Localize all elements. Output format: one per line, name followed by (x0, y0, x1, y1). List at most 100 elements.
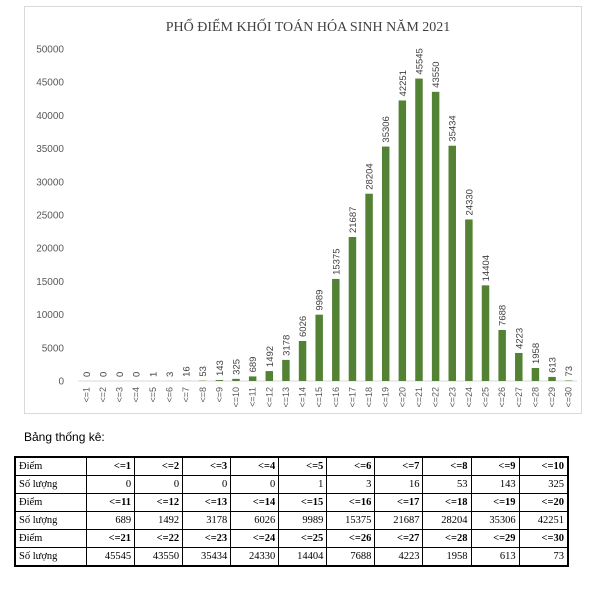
count-cell: 6026 (230, 511, 280, 530)
score-bin-cell: <=10 (518, 456, 569, 476)
x-tick-label: <=3 (115, 387, 125, 403)
data-label: 613 (548, 357, 559, 373)
score-bin-cell: <=26 (326, 529, 376, 548)
x-tick-label: <=1 (81, 387, 91, 403)
x-tick-label: <=19 (381, 387, 391, 408)
data-label: 325 (232, 359, 243, 375)
y-tick-label: 30000 (36, 177, 64, 188)
score-bin-cell: <=7 (374, 456, 424, 476)
y-axis: 0 5000 10000 15000 20000 25000 30000 35000 40000… (36, 45, 64, 388)
data-label: 24330 (464, 189, 475, 215)
row-label-so-luong: Số lượng (14, 475, 87, 494)
bar (332, 278, 340, 381)
bar (481, 285, 490, 381)
row-label-so-luong: Số lượng (14, 511, 87, 530)
data-label: 35434 (448, 115, 459, 141)
data-label: 3 (165, 372, 176, 377)
score-bin-cell: <=9 (470, 456, 520, 476)
row-label-so-luong: Số lượng (14, 547, 87, 567)
data-label: 9989 (315, 290, 326, 311)
score-bin-cell: <=3 (182, 456, 232, 476)
y-tick-label: 10000 (36, 310, 64, 321)
bar (248, 376, 257, 381)
bar (415, 78, 423, 381)
score-bin-cell: <=1 (85, 456, 136, 476)
bar (348, 236, 357, 381)
y-tick-label: 40000 (36, 111, 64, 122)
x-tick-label: <=8 (198, 387, 208, 403)
x-tick-label: <=26 (497, 387, 507, 408)
count-cell: 1492 (134, 511, 184, 530)
data-label: 1958 (531, 343, 542, 364)
x-tick-label: <=27 (514, 387, 524, 408)
count-cell: 15375 (326, 511, 376, 530)
bar-chart: PHỔ ĐIỂM KHỐI TOÁN HÓA SINH NĂM 2021 0 50… (36, 17, 577, 408)
count-cell: 43550 (134, 547, 184, 567)
row-label-diem: Điểm (14, 493, 87, 512)
x-tick-label: <=29 (547, 387, 557, 408)
count-cell: 1 (278, 475, 328, 494)
x-tick-label: <=14 (298, 387, 308, 408)
score-bin-cell: <=21 (85, 529, 136, 548)
count-cell: 1958 (422, 547, 472, 567)
count-cell: 613 (470, 547, 520, 567)
data-label: 4223 (514, 328, 525, 349)
bar (398, 100, 407, 381)
table-heading: Bảng thống kê: (24, 430, 105, 444)
score-bin-cell: <=5 (278, 456, 328, 476)
y-tick-label: 50000 (36, 45, 64, 56)
count-cell: 73 (518, 547, 569, 567)
score-bin-cell: <=15 (278, 493, 328, 512)
y-tick-label: 5000 (42, 343, 65, 354)
x-tick-label: <=16 (331, 387, 341, 408)
score-bin-cell: <=4 (230, 456, 280, 476)
score-bin-cell: <=19 (470, 493, 520, 512)
x-tick-label: <=12 (264, 387, 274, 408)
bar (315, 314, 323, 381)
y-tick-label: 25000 (36, 211, 64, 222)
count-cell: 7688 (326, 547, 376, 567)
data-label: 16 (182, 366, 193, 377)
count-cell: 0 (85, 475, 136, 494)
statistics-table: Điểm <=1 <=2 <=3 <=4 <=5 <=6 <=7 <=8 <=9 <=10 Số lư… (14, 456, 569, 567)
x-tick-label: <=18 (364, 387, 374, 408)
score-bin-cell: <=6 (326, 456, 376, 476)
table-row: Số lượng 45545 43550 35434 24330 14404 7688 422… (14, 547, 569, 567)
count-cell: 16 (374, 475, 424, 494)
x-tick-label: <=30 (564, 387, 574, 408)
score-bin-cell: <=23 (182, 529, 232, 548)
score-bin-cell: <=16 (326, 493, 376, 512)
data-label: 28204 (365, 163, 376, 189)
x-tick-label: <=2 (98, 387, 108, 403)
bar (381, 146, 390, 381)
table-row: Số lượng 0 0 0 0 1 3 16 53 143 325 (14, 475, 569, 494)
x-axis: <=1 <=2 <=3 <=4 <=5 <=6 <=7 <=8 <=9 <=10 <=11 <=12 <… (81, 387, 573, 408)
chart-area: PHỔ ĐIỂM KHỐI TOÁN HÓA SINH NĂM 2021 0 50… (24, 6, 582, 414)
count-cell: 53 (422, 475, 472, 494)
score-bin-cell: <=30 (518, 529, 569, 548)
data-label: 45545 (414, 48, 425, 74)
table-row: Điểm <=11 <=12 <=13 <=14 <=15 <=16 <=17 <=18 <=19… (14, 493, 569, 512)
data-label: 1 (148, 372, 159, 377)
data-label: 21687 (348, 207, 359, 233)
score-bin-cell: <=27 (374, 529, 424, 548)
table-row: Số lượng 689 1492 3178 6026 9989 15375 21687 282… (14, 511, 569, 530)
count-cell: 14404 (278, 547, 328, 567)
y-tick-label: 35000 (36, 144, 64, 155)
table-row: Điểm <=1 <=2 <=3 <=4 <=5 <=6 <=7 <=8 <=9 <=10 (14, 456, 569, 476)
data-label: 53 (198, 366, 209, 377)
score-bin-cell: <=18 (422, 493, 472, 512)
score-bin-cell: <=24 (230, 529, 280, 548)
score-bin-cell: <=11 (85, 493, 136, 512)
bar (548, 376, 556, 381)
data-label: 143 (215, 360, 226, 376)
x-tick-label: <=24 (464, 387, 474, 408)
bar (298, 340, 307, 381)
count-cell: 45545 (85, 547, 136, 567)
table-row: Điểm <=21 <=22 <=23 <=24 <=25 <=26 <=27 <=28 <=29… (14, 529, 569, 548)
x-tick-label: <=13 (281, 387, 291, 408)
score-bin-cell: <=12 (134, 493, 184, 512)
score-bin-cell: <=20 (518, 493, 569, 512)
score-bin-cell: <=28 (422, 529, 472, 548)
count-cell: 28204 (422, 511, 472, 530)
